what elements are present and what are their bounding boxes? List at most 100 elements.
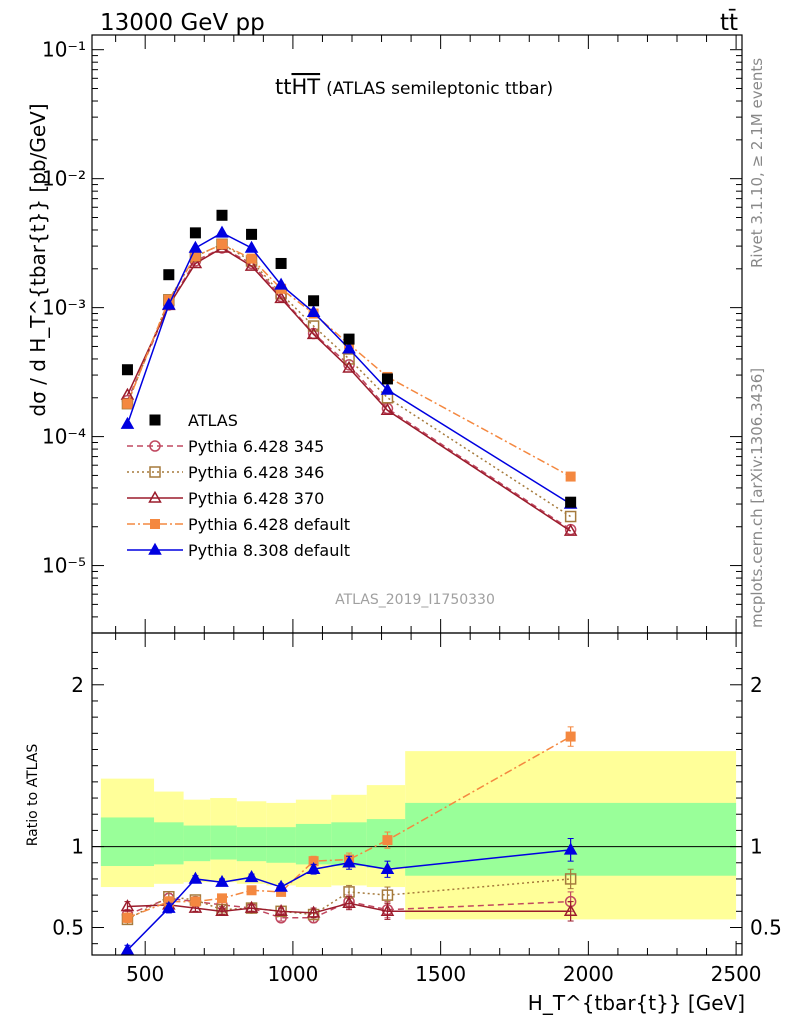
ratio-band-inner (183, 825, 211, 862)
ratio-y-tick-label-left: 1 (71, 835, 84, 859)
ratio-series-line (127, 735, 572, 919)
x-axis-label: H_T^{tbar{t}} [GeV] (528, 991, 745, 1015)
x-tick-label: 2000 (563, 962, 614, 986)
legend-entry: Pythia 8.308 default (127, 541, 350, 560)
ratio-y-tick-label-right: 2 (750, 673, 763, 697)
main-point (564, 510, 577, 523)
main-point (306, 305, 321, 318)
side-label-top: Rivet 3.1.10, ≥ 2.1M events (748, 58, 766, 268)
energy-label: 13000 GeV pp (100, 10, 265, 36)
ratio-point (274, 879, 288, 892)
legend-entry: Pythia 6.428 default (127, 515, 350, 534)
ratio-y-tick-label-left: 0.5 (52, 915, 84, 939)
main-series-line (126, 247, 572, 531)
legend-marker (149, 440, 161, 452)
ratio-point (162, 900, 176, 913)
legend-label: Pythia 6.428 346 (188, 463, 324, 482)
ratio-frame (91, 632, 743, 956)
ratio-point (215, 874, 229, 887)
main-point (121, 364, 133, 376)
main-point (274, 291, 288, 304)
main-point (188, 240, 203, 253)
legend-marker (149, 466, 161, 478)
ratio-point (380, 861, 395, 874)
main-series-line (126, 247, 572, 532)
ratio-point (381, 889, 394, 901)
main-point (188, 256, 203, 269)
main-y-tick-label: 10⁻² (42, 167, 86, 191)
legend-label: Pythia 6.428 default (188, 515, 350, 534)
main-point (308, 295, 320, 307)
main-point (307, 320, 320, 332)
ratio-series-line (126, 849, 571, 951)
main-series-atlas (121, 209, 577, 508)
ratio-point (246, 885, 257, 896)
ratio-point (122, 912, 133, 923)
ratio-point (306, 861, 321, 874)
legend-marker (148, 542, 162, 555)
main-point (162, 297, 176, 310)
main-point (190, 251, 201, 262)
legend-marker (150, 519, 160, 529)
ratio-point (382, 835, 393, 846)
main-point (189, 227, 201, 239)
ratio-point (215, 904, 229, 917)
main-point (342, 360, 356, 373)
ratio-band-inner (266, 827, 296, 863)
main-point (380, 382, 395, 395)
main-point (274, 277, 288, 290)
ratio-point (564, 873, 577, 885)
main-point (343, 353, 355, 365)
ratio-point (563, 904, 578, 917)
main-panel: 10⁻¹ 10⁻² 10⁻³ 10⁻⁴ 10⁻⁵ (42, 34, 743, 634)
x-tick-label: 1000 (267, 962, 318, 986)
plot-title-note: (ATLAS semileptonic ttbar) (326, 79, 553, 99)
main-point (244, 258, 259, 271)
ratio-band-inner (100, 817, 155, 867)
main-point (380, 402, 395, 416)
ratio-panel: 2 2 1 1 0.5 0.5 500 1000 1500 2000 2500 (52, 632, 782, 986)
main-point (215, 225, 229, 238)
ratio-point (188, 900, 203, 913)
main-point (343, 333, 355, 345)
legend-label: Pythia 6.428 345 (188, 437, 324, 456)
ratio-band-inner (236, 827, 267, 862)
process-label: tt̄ (720, 8, 738, 36)
ratio-y-tick-label-right: 0.5 (750, 915, 782, 939)
ratio-y-tick-label-right: 1 (750, 835, 763, 859)
ratio-point (380, 904, 395, 917)
ratio-point (244, 900, 259, 913)
ratio-series-pythia-8-308-default (120, 837, 578, 955)
side-label-bottom: mcplots.cern.ch [arXiv:1306.3436] (748, 368, 766, 628)
main-point (122, 398, 133, 409)
main-point (216, 209, 228, 221)
ratio-y-tick-label-left: 2 (71, 673, 84, 697)
ratio-point (342, 895, 356, 908)
main-series-line (126, 243, 572, 518)
ratio-point (274, 904, 288, 917)
legend-entry: ATLAS (149, 411, 238, 430)
main-series-line (126, 243, 571, 478)
legend-marker (148, 490, 162, 503)
legend-entry: Pythia 6.428 370 (127, 489, 324, 508)
ratio-point (308, 856, 319, 867)
ratio-series-line (127, 897, 571, 919)
legend: ATLAS Pythia 6.428 345 Pythia 6.428 346 Pyt… (127, 411, 350, 560)
main-point (246, 228, 258, 240)
main-y-tick-label: 10⁻³ (42, 296, 86, 320)
main-y-axis-label: dσ / d H_T^{tbar{t}} [pb/GeV] (26, 103, 50, 416)
legend-label: Pythia 6.428 370 (188, 489, 324, 508)
main-point (342, 341, 356, 354)
ratio-point (563, 842, 578, 855)
main-y-tick-label: 10⁻⁴ (42, 425, 86, 449)
plot-title-overlined: HT (291, 75, 320, 99)
main-point (246, 253, 257, 264)
main-point (563, 523, 578, 536)
x-tick-label: 1500 (415, 962, 466, 986)
ratio-point (190, 896, 201, 907)
ratio-point (120, 942, 135, 955)
main-point (120, 416, 135, 429)
x-tick-label: 2500 (711, 962, 762, 986)
main-point (217, 239, 227, 250)
